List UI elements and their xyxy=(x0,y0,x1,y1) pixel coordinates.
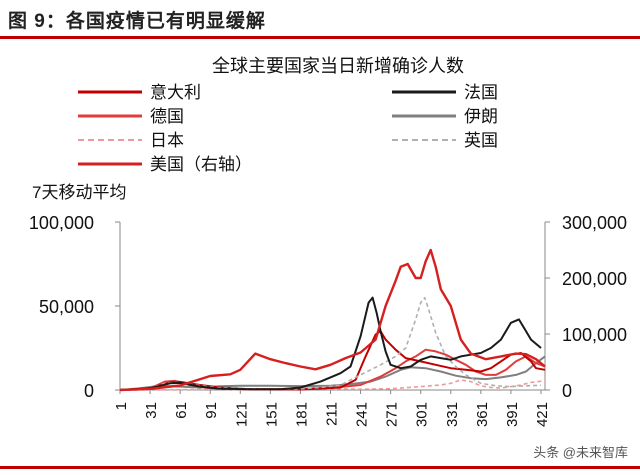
y-right-tick-label: 300,000 xyxy=(562,213,627,233)
x-tick-label: 241 xyxy=(354,402,371,427)
x-tick-label: 271 xyxy=(384,402,401,427)
x-tick-label: 121 xyxy=(233,402,250,427)
x-tick-label: 1 xyxy=(113,402,130,410)
x-tick-label: 31 xyxy=(143,402,160,419)
x-tick-label: 151 xyxy=(263,402,280,427)
y-right-tick-label: 0 xyxy=(562,381,572,401)
y-left-tick-label: 100,000 xyxy=(29,213,94,233)
y-left-tick-label: 0 xyxy=(84,381,94,401)
watermark: 头条 @未来智库 xyxy=(533,442,628,461)
figure-title: 图 9：各国疫情已有明显缓解 xyxy=(8,11,266,32)
x-tick-label: 421 xyxy=(534,402,551,427)
legend-label-uk: 英国 xyxy=(464,131,498,150)
x-tick-label: 211 xyxy=(323,402,340,426)
x-tick-label: 331 xyxy=(444,402,461,427)
legend-label-iran: 伊朗 xyxy=(464,107,498,126)
x-tick-label: 61 xyxy=(173,402,190,419)
x-tick-label: 181 xyxy=(293,402,310,427)
y-left-tick-label: 50,000 xyxy=(39,297,94,317)
x-tick-label: 391 xyxy=(504,402,521,427)
series-line-usa xyxy=(119,248,546,392)
y-axis-label: 7天移动平均 xyxy=(32,183,126,202)
series-line-uk xyxy=(119,296,542,391)
legend-label-france: 法国 xyxy=(464,83,498,102)
legend-label-italy: 意大利 xyxy=(150,83,201,102)
chart-title: 全球主要国家当日新增确诊人数 xyxy=(212,56,464,76)
axes: 0 50,000 100,000 0 100,000 200,000 300,000 1 31 6… xyxy=(29,213,627,427)
legend-label-usa: 美国（右轴） xyxy=(150,155,252,174)
series-layer xyxy=(119,248,546,392)
x-tick-label: 361 xyxy=(474,402,491,427)
x-tick-label: 301 xyxy=(414,402,431,427)
top-rule xyxy=(0,36,640,39)
bottom-rule xyxy=(0,466,640,469)
legend-label-japan: 日本 xyxy=(150,131,184,150)
series-line-italy xyxy=(119,330,546,391)
x-tick-label: 91 xyxy=(203,402,220,419)
legend-label-germany: 德国 xyxy=(150,107,184,126)
y-right-tick-label: 200,000 xyxy=(562,269,627,289)
y-right-tick-label: 100,000 xyxy=(562,325,627,345)
series-line-france xyxy=(119,296,542,391)
